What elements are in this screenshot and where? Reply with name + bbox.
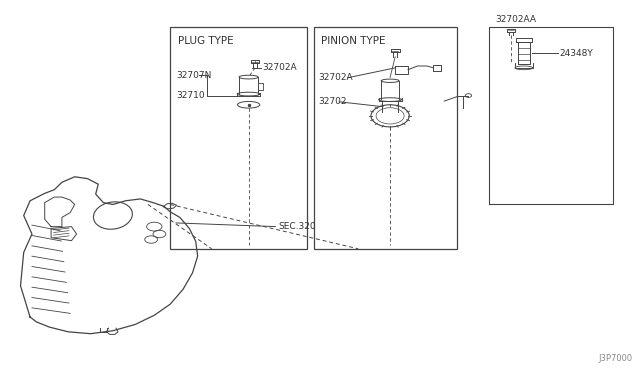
- Text: PINION TYPE: PINION TYPE: [321, 36, 386, 46]
- Text: 32702A: 32702A: [318, 73, 353, 82]
- Text: J3P7000: J3P7000: [598, 354, 632, 363]
- Text: 32702: 32702: [318, 97, 347, 106]
- Text: 24348Y: 24348Y: [559, 49, 593, 58]
- Bar: [314, 27, 457, 249]
- Text: PLUG TYPE: PLUG TYPE: [178, 36, 234, 46]
- Text: 32702A: 32702A: [262, 63, 297, 72]
- Bar: [170, 27, 307, 249]
- Text: 32710: 32710: [177, 91, 205, 100]
- Text: 32702AA: 32702AA: [495, 15, 536, 23]
- Text: 32707N: 32707N: [177, 71, 212, 80]
- Text: SEC.320: SEC.320: [278, 222, 316, 231]
